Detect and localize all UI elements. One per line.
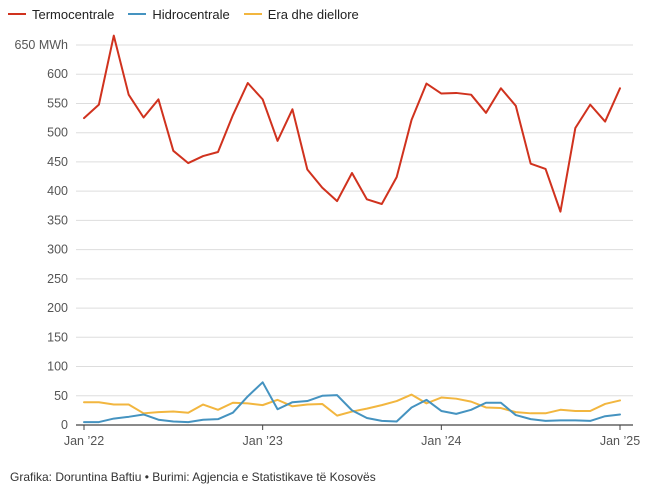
- legend-label-termocentrale: Termocentrale: [32, 6, 115, 22]
- y-tick-label: 650 MWh: [15, 38, 69, 52]
- series-line-termocentrale[interactable]: [83, 34, 621, 213]
- y-axis: 0 50 100 150 200 250 300 350 400 450 500 550 600 650 …: [15, 38, 69, 432]
- legend-swatch-hidrocentrale: [128, 13, 147, 15]
- series-line-era-dhe-diellore[interactable]: [83, 393, 621, 417]
- y-tick-label: 0: [61, 418, 68, 432]
- x-tick-label: Jan ’25: [600, 434, 640, 448]
- legend-swatch-era-dhe-diellore: [243, 13, 262, 15]
- y-tick-label: 100: [47, 360, 68, 374]
- y-tick-label: 450: [47, 155, 68, 169]
- series-line-hidrocentrale[interactable]: [83, 381, 621, 424]
- y-tick-label: 400: [47, 184, 68, 198]
- legend-label-era-dhe-diellore: Era dhe diellore: [267, 6, 359, 22]
- legend: Termocentrale Hidrocentrale Era dhe diel…: [8, 4, 373, 24]
- y-gridlines: [76, 44, 633, 426]
- legend-item-hidrocentrale[interactable]: Hidrocentrale: [128, 6, 230, 22]
- y-tick-label: 200: [47, 301, 68, 315]
- x-tick-label: Jan ’22: [64, 434, 104, 448]
- y-tick-label: 600: [47, 67, 68, 81]
- y-tick-label: 50: [54, 389, 68, 403]
- legend-item-termocentrale[interactable]: Termocentrale: [8, 7, 114, 22]
- source-caption: Grafika: Doruntina Baftiu • Burimi: Agje…: [10, 470, 376, 484]
- line-chart: 0 50 100 150 200 250 300 350 400 450 500 550 600 650 …: [15, 34, 640, 448]
- legend-label-hidrocentrale: Hidrocentrale: [152, 6, 230, 22]
- y-tick-label: 300: [47, 243, 68, 257]
- legend-swatch-termocentrale: [8, 13, 26, 15]
- y-tick-label: 500: [47, 126, 68, 140]
- y-tick-label: 250: [47, 272, 68, 286]
- x-tick-label: Jan ’23: [243, 434, 283, 448]
- legend-item-era-dhe-diellore[interactable]: Era dhe diellore: [243, 6, 359, 22]
- y-tick-label: 350: [47, 213, 68, 227]
- y-tick-label: 150: [47, 330, 68, 344]
- series-lines: [83, 34, 621, 424]
- y-tick-label: 550: [47, 96, 68, 110]
- x-axis: Jan ’22 Jan ’23 Jan ’24 Jan ’25: [64, 425, 640, 448]
- x-tick-label: Jan ’24: [421, 434, 461, 448]
